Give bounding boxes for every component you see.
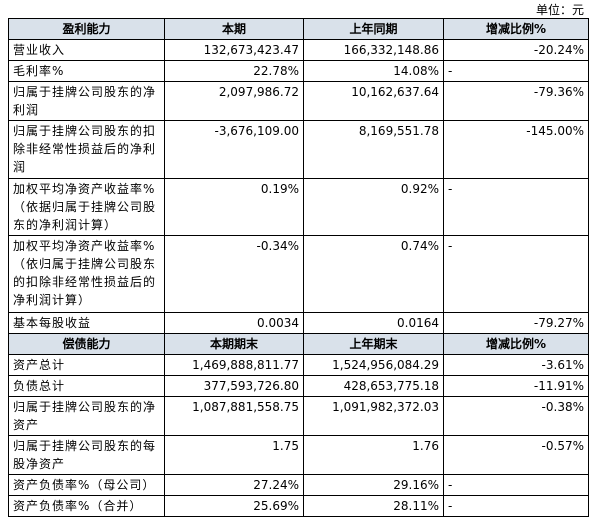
- row-label: 基本每股收益: [8, 312, 165, 334]
- value-cell: -3.61%: [443, 354, 589, 376]
- value-cell: 1.75: [164, 435, 304, 475]
- header-row: 偿债能力 本期期末 上年期末 增减比例%: [8, 333, 589, 355]
- value-cell: -11.91%: [443, 375, 589, 397]
- value-cell: 10,162,637.64: [303, 81, 444, 121]
- value-cell: 166,332,148.86: [303, 39, 444, 61]
- row-label: 资产负债率%（母公司）: [8, 474, 165, 496]
- row-label: 资产负债率%（合并）: [8, 495, 165, 517]
- value-cell: 14.08%: [303, 60, 444, 82]
- value-cell: 132,673,423.47: [164, 39, 304, 61]
- value-cell: -: [443, 495, 589, 517]
- value-cell: -0.57%: [443, 435, 589, 475]
- row-label: 毛利率%: [8, 60, 165, 82]
- header-cell: 上年同期: [303, 18, 444, 40]
- row-label: 营业收入: [8, 39, 165, 61]
- unit-label: 单位：元: [535, 3, 584, 17]
- value-cell: 2,097,986.72: [164, 81, 304, 121]
- row-label: 归属于挂牌公司股东的净利润: [8, 81, 165, 121]
- value-cell: -: [443, 474, 589, 496]
- table-row: 资产负债率%（母公司） 27.24% 29.16% -: [8, 474, 589, 496]
- value-cell: 377,593,726.80: [164, 375, 304, 397]
- value-cell: 29.16%: [303, 474, 444, 496]
- value-cell: 27.24%: [164, 474, 304, 496]
- value-cell: -0.38%: [443, 396, 589, 436]
- value-cell: 8,169,551.78: [303, 120, 444, 179]
- page: 单位：元 盈利能力 本期 上年同期 增减比例% 营业收入 132,673,423.47 16…: [8, 3, 589, 517]
- value-cell: 22.78%: [164, 60, 304, 82]
- header-cell: 偿债能力: [8, 333, 165, 355]
- value-cell: 25.69%: [164, 495, 304, 517]
- header-row: 盈利能力 本期 上年同期 增减比例%: [8, 18, 589, 40]
- table-row: 毛利率% 22.78% 14.08% -: [8, 60, 589, 82]
- value-cell: -3,676,109.00: [164, 120, 304, 179]
- value-cell: -: [443, 60, 589, 82]
- table-row: 基本每股收益 0.0034 0.0164 -79.27%: [8, 312, 589, 334]
- row-label: 归属于挂牌公司股东的净资产: [8, 396, 165, 436]
- table-row: 营业收入 132,673,423.47 166,332,148.86 -20.24%: [8, 39, 589, 61]
- value-cell: -0.34%: [164, 235, 304, 313]
- value-cell: 428,653,775.18: [303, 375, 444, 397]
- table-row: 加权平均净资产收益率%（依归属于挂牌公司股东的扣除非经常性损益后的净利润计算） -…: [8, 235, 589, 313]
- table-row: 归属于挂牌公司股东的净资产 1,087,881,558.75 1,091,982,3…: [8, 396, 589, 436]
- table-row: 资产负债率%（合并） 25.69% 28.11% -: [8, 495, 589, 517]
- value-cell: -79.36%: [443, 81, 589, 121]
- row-label: 负债总计: [8, 375, 165, 397]
- table-row: 资产总计 1,469,888,811.77 1,524,956,084.29 -3.6…: [8, 354, 589, 376]
- value-cell: -: [443, 235, 589, 313]
- value-cell: 28.11%: [303, 495, 444, 517]
- value-cell: 1.76: [303, 435, 444, 475]
- header-cell: 增减比例%: [443, 18, 589, 40]
- value-cell: -145.00%: [443, 120, 589, 179]
- row-label: 加权平均净资产收益率%（依据归属于挂牌公司股东的净利润计算）: [8, 178, 165, 236]
- value-cell: 1,087,881,558.75: [164, 396, 304, 436]
- value-cell: 0.19%: [164, 178, 304, 236]
- row-label: 资产总计: [8, 354, 165, 376]
- row-label: 加权平均净资产收益率%（依归属于挂牌公司股东的扣除非经常性损益后的净利润计算）: [8, 235, 165, 313]
- table-row: 负债总计 377,593,726.80 428,653,775.18 -11.91%: [8, 375, 589, 397]
- row-label: 归属于挂牌公司股东的每股净资产: [8, 435, 165, 475]
- value-cell: -20.24%: [443, 39, 589, 61]
- value-cell: 0.0034: [164, 312, 304, 334]
- header-cell: 盈利能力: [8, 18, 165, 40]
- row-label: 归属于挂牌公司股东的扣除非经常性损益后的净利润: [8, 120, 165, 179]
- header-cell: 增减比例%: [443, 333, 589, 355]
- table-row: 归属于挂牌公司股东的扣除非经常性损益后的净利润 -3,676,109.00 8,16…: [8, 120, 589, 179]
- financial-table: 盈利能力 本期 上年同期 增减比例% 营业收入 132,673,423.47 166,332…: [8, 18, 589, 517]
- value-cell: 0.74%: [303, 235, 444, 313]
- value-cell: -: [443, 178, 589, 236]
- value-cell: 1,091,982,372.03: [303, 396, 444, 436]
- value-cell: 0.92%: [303, 178, 444, 236]
- table-row: 归属于挂牌公司股东的净利润 2,097,986.72 10,162,637.64 -7…: [8, 81, 589, 121]
- table-row: 加权平均净资产收益率%（依据归属于挂牌公司股东的净利润计算） 0.19% 0.92%…: [8, 178, 589, 236]
- value-cell: 1,469,888,811.77: [164, 354, 304, 376]
- header-cell: 本期: [164, 18, 304, 40]
- header-cell: 本期期末: [164, 333, 304, 355]
- value-cell: -79.27%: [443, 312, 589, 334]
- table-row: 归属于挂牌公司股东的每股净资产 1.75 1.76 -0.57%: [8, 435, 589, 475]
- header-cell: 上年期末: [303, 333, 444, 355]
- value-cell: 1,524,956,084.29: [303, 354, 444, 376]
- value-cell: 0.0164: [303, 312, 444, 334]
